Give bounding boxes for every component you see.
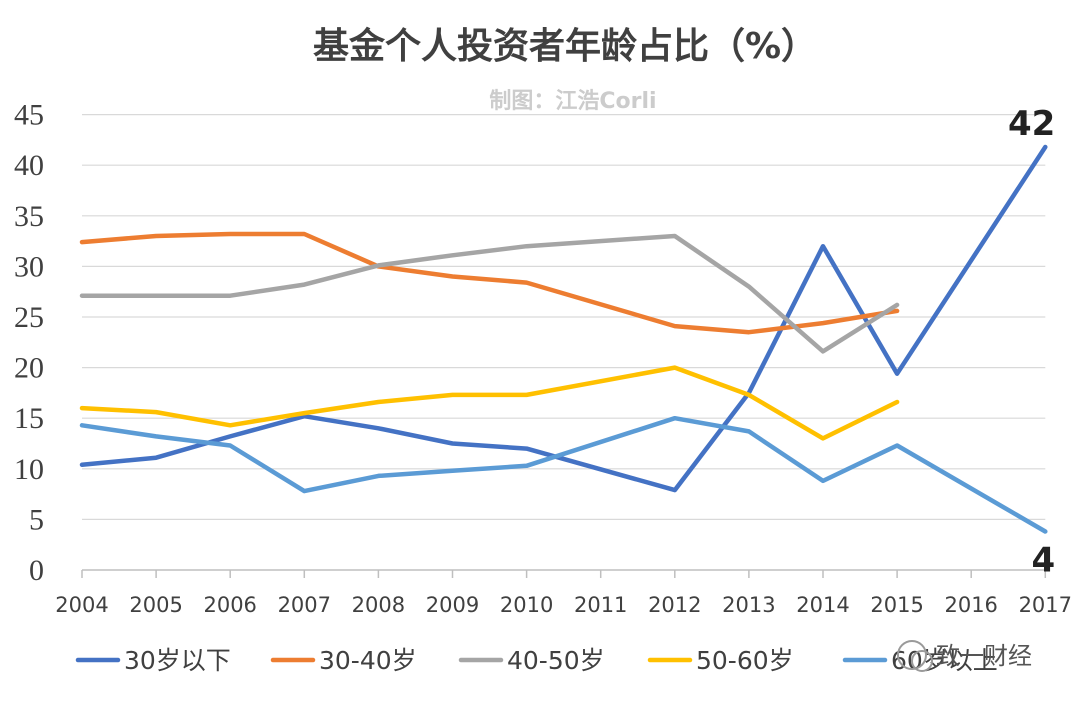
chart-title: 基金个人投资者年龄占比（%） xyxy=(313,25,817,67)
x-tick-label: 2010 xyxy=(500,593,553,617)
y-tick-label: 5 xyxy=(29,503,44,536)
y-tick-label: 35 xyxy=(14,200,44,233)
x-tick-label: 2014 xyxy=(796,593,849,617)
y-tick-label: 40 xyxy=(14,149,44,182)
y-tick-label: 30 xyxy=(14,250,44,283)
annotations: 42 4 xyxy=(1008,104,1055,581)
series-line-0 xyxy=(79,144,1048,493)
y-tick-label: 10 xyxy=(14,453,44,486)
legend-label-3: 50-60岁 xyxy=(696,646,794,675)
y-tick-label: 20 xyxy=(14,352,44,385)
x-tick-label: 2008 xyxy=(352,593,405,617)
x-tick-label: 2004 xyxy=(55,593,108,617)
legend-label-4: 60岁以上 xyxy=(891,646,998,675)
x-tick-label: 2005 xyxy=(129,593,182,617)
series-line-3 xyxy=(79,365,900,441)
wechat-icon xyxy=(897,640,927,670)
watermark: 致一财经 xyxy=(897,640,1032,672)
wechat-icon-bubble xyxy=(911,650,933,672)
x-tick-label: 2007 xyxy=(278,593,331,617)
legend-label-1: 30-40岁 xyxy=(319,646,417,675)
x-tick-label: 2009 xyxy=(426,593,479,617)
gridlines xyxy=(82,113,1046,521)
y-tick-label: 0 xyxy=(29,554,44,587)
legend: 30岁以下 30-40岁 40-50岁 50-60岁 60岁以上 xyxy=(75,646,998,675)
chart-subtitle: 制图：江浩Corli xyxy=(489,89,656,114)
legend-label-0: 30岁以下 xyxy=(124,646,231,675)
x-tick-label: 2013 xyxy=(722,593,775,617)
annotation-1: 4 xyxy=(1031,541,1055,581)
series-lines xyxy=(79,144,1048,534)
series-line-4 xyxy=(79,415,1048,534)
x-tick-label: 2017 xyxy=(1019,593,1072,617)
x-tick-label: 2015 xyxy=(870,593,923,617)
axes: 0 5 10 15 20 25 30 35 40 45 2004 2005 2006 2007 2008 20… xyxy=(14,99,1072,617)
annotation-0: 42 xyxy=(1008,104,1055,144)
legend-label-2: 40-50岁 xyxy=(507,646,605,675)
x-tick-label: 2016 xyxy=(944,593,997,617)
x-tick-label: 2006 xyxy=(203,593,256,617)
y-tick-label: 15 xyxy=(14,402,44,435)
watermark-text: 致一财经 xyxy=(936,642,1032,670)
y-tick-label: 45 xyxy=(14,99,44,132)
y-tick-label: 25 xyxy=(14,301,44,334)
series-line-2 xyxy=(79,233,900,354)
x-tick-label: 2011 xyxy=(574,593,627,617)
x-tick-label: 2012 xyxy=(648,593,701,617)
series-line-1 xyxy=(79,231,900,335)
